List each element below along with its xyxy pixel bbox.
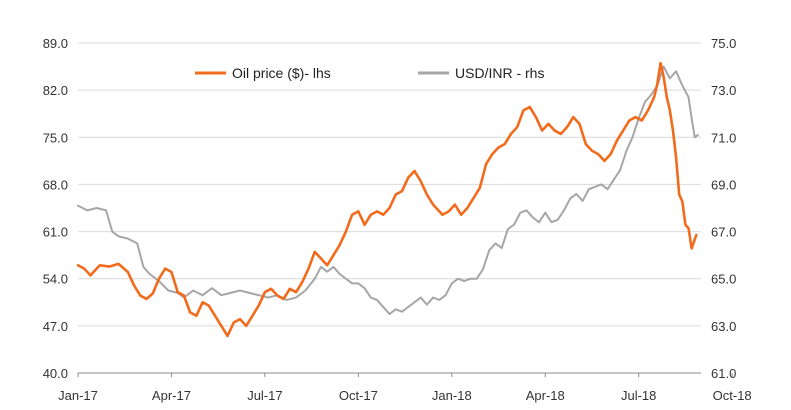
series-lines bbox=[76, 61, 699, 338]
x-axis: Jan-17 Apr-17 Jul-17 Oct-17 Jan-18 Apr-18 Jul-… bbox=[58, 372, 752, 403]
right-tick-label: 75.0 bbox=[711, 36, 736, 51]
left-tick-label: 47.0 bbox=[43, 319, 68, 334]
left-tick-label: 68.0 bbox=[43, 177, 68, 192]
right-tick-label: 61.0 bbox=[711, 366, 736, 381]
right-tick-label: 69.0 bbox=[711, 177, 736, 192]
x-tick-label: Oct-18 bbox=[713, 388, 752, 403]
x-tick-label: Jul-18 bbox=[621, 388, 656, 403]
legend: Oil price ($)- lhs USD/INR - rhs bbox=[195, 65, 544, 81]
left-tick-label: 54.0 bbox=[43, 272, 68, 287]
usdinr-series-line bbox=[77, 65, 699, 316]
legend-usdinr-label: USD/INR - rhs bbox=[455, 65, 544, 81]
gridlines bbox=[78, 42, 701, 374]
legend-oil-label: Oil price ($)- lhs bbox=[232, 65, 331, 81]
right-y-axis: 75.0 73.0 71.0 69.0 67.0 65.0 63.0 61.0 bbox=[711, 36, 736, 381]
left-y-axis: 89.0 82.0 75.0 68.0 61.0 54.0 47.0 40.0 bbox=[43, 36, 68, 381]
left-tick-label: 89.0 bbox=[43, 36, 68, 51]
right-tick-label: 73.0 bbox=[711, 83, 736, 98]
right-tick-label: 67.0 bbox=[711, 225, 736, 240]
left-tick-label: 40.0 bbox=[43, 366, 68, 381]
x-tick-label: Jul-17 bbox=[247, 388, 282, 403]
x-tick-label: Apr-18 bbox=[526, 388, 565, 403]
left-tick-label: 75.0 bbox=[43, 130, 68, 145]
left-tick-label: 61.0 bbox=[43, 225, 68, 240]
x-tick-label: Oct-17 bbox=[339, 388, 378, 403]
x-tick-label: Jan-18 bbox=[432, 388, 472, 403]
right-tick-label: 71.0 bbox=[711, 130, 736, 145]
right-tick-label: 63.0 bbox=[711, 319, 736, 334]
x-tick-label: Apr-17 bbox=[152, 388, 191, 403]
x-tick-label: Jan-17 bbox=[58, 388, 98, 403]
oil-price-series-line bbox=[76, 61, 698, 338]
right-tick-label: 65.0 bbox=[711, 272, 736, 287]
left-tick-label: 82.0 bbox=[43, 83, 68, 98]
